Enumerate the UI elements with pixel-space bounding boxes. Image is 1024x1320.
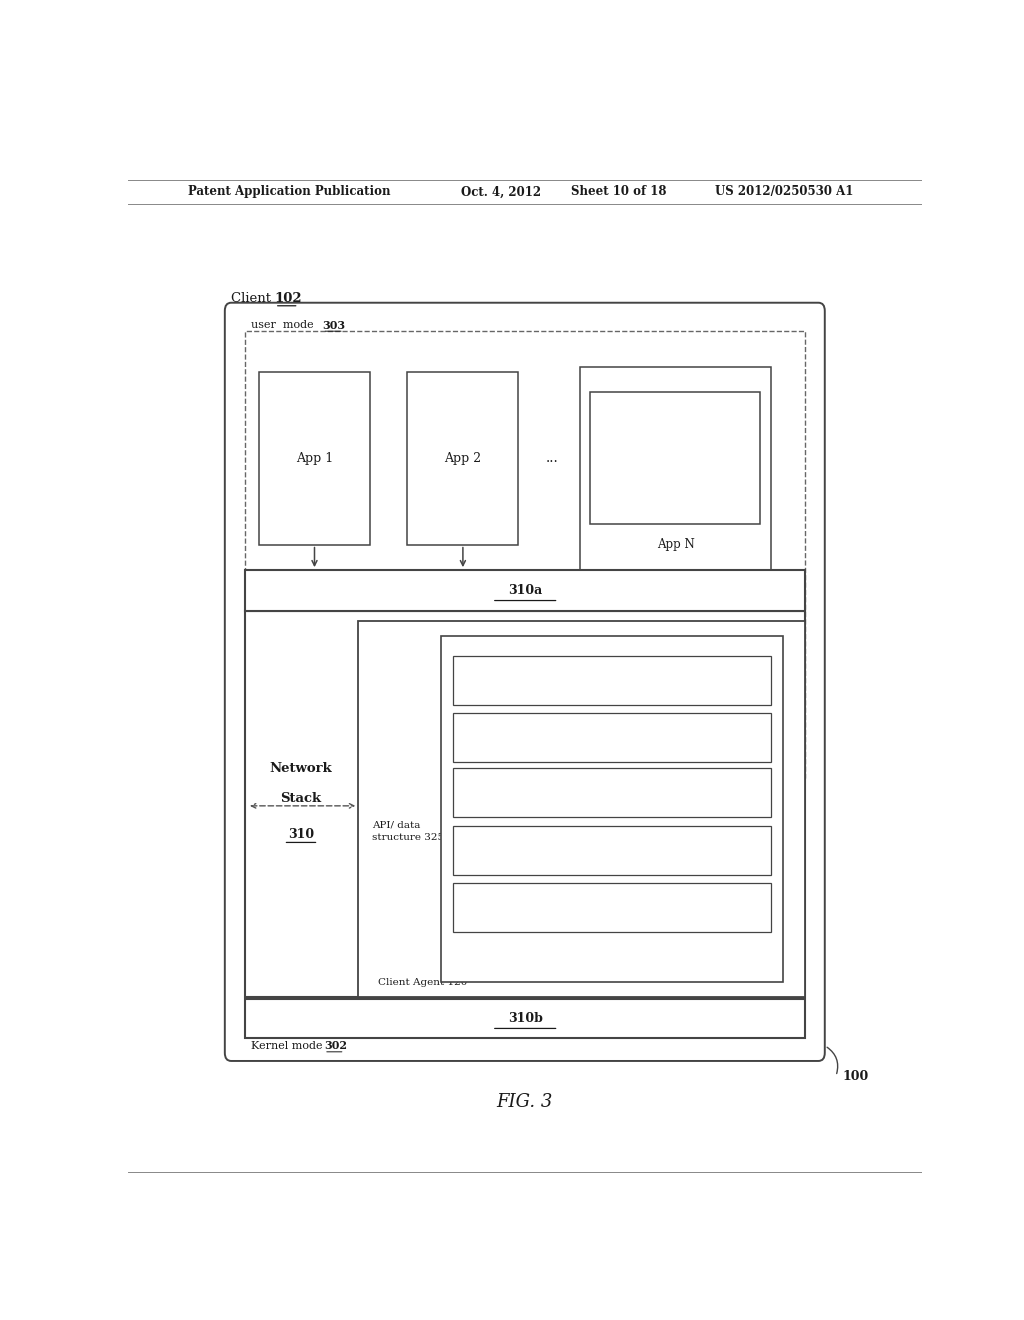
Text: 302: 302 bbox=[324, 1040, 347, 1051]
Text: Program: Program bbox=[683, 429, 732, 440]
Text: Oct. 4, 2012: Oct. 4, 2012 bbox=[461, 185, 542, 198]
Text: FIG. 3: FIG. 3 bbox=[497, 1093, 553, 1110]
Text: App N: App N bbox=[656, 539, 694, 552]
Text: Streaming Client: Streaming Client bbox=[568, 725, 655, 734]
FancyBboxPatch shape bbox=[581, 367, 771, 570]
Text: 303: 303 bbox=[323, 319, 345, 330]
Text: 310a: 310a bbox=[508, 583, 543, 597]
Text: 350: 350 bbox=[601, 911, 623, 920]
Text: 304: 304 bbox=[601, 796, 623, 805]
Text: 310b: 310b bbox=[508, 1011, 543, 1024]
Text: Collection Agent: Collection Agent bbox=[569, 780, 654, 789]
FancyBboxPatch shape bbox=[454, 883, 771, 932]
FancyBboxPatch shape bbox=[408, 372, 518, 545]
Text: US 2012/0250530 A1: US 2012/0250530 A1 bbox=[715, 185, 854, 198]
Text: st: st bbox=[668, 421, 674, 429]
Text: Acceleration: Acceleration bbox=[580, 838, 644, 846]
FancyBboxPatch shape bbox=[454, 768, 771, 817]
Text: Kernel mode: Kernel mode bbox=[251, 1040, 326, 1051]
FancyBboxPatch shape bbox=[246, 331, 805, 779]
FancyBboxPatch shape bbox=[246, 570, 805, 611]
Text: agent/script 197: agent/script 197 bbox=[566, 685, 658, 693]
Text: 310: 310 bbox=[288, 828, 314, 841]
Text: 102: 102 bbox=[274, 292, 302, 305]
Text: Patent Application Publication: Patent Application Publication bbox=[187, 185, 390, 198]
Text: user  mode: user mode bbox=[251, 319, 317, 330]
FancyBboxPatch shape bbox=[225, 302, 824, 1061]
Text: Stack: Stack bbox=[281, 792, 322, 805]
Text: Client Agent 120: Client Agent 120 bbox=[378, 978, 467, 987]
FancyBboxPatch shape bbox=[590, 392, 761, 524]
Text: Program 302: Program 302 bbox=[575, 854, 649, 863]
Text: monitoring: monitoring bbox=[584, 668, 640, 677]
FancyBboxPatch shape bbox=[454, 656, 771, 705]
Text: 100: 100 bbox=[842, 1069, 868, 1082]
FancyBboxPatch shape bbox=[358, 620, 805, 997]
Text: 322: 322 bbox=[663, 475, 687, 488]
Text: ...: ... bbox=[546, 451, 559, 465]
FancyBboxPatch shape bbox=[246, 999, 805, 1038]
FancyBboxPatch shape bbox=[246, 611, 805, 997]
Text: Sheet 10 of 18: Sheet 10 of 18 bbox=[570, 185, 667, 198]
FancyBboxPatch shape bbox=[454, 713, 771, 762]
Text: Client: Client bbox=[231, 292, 275, 305]
FancyBboxPatch shape bbox=[441, 636, 782, 982]
Text: 306: 306 bbox=[601, 742, 623, 751]
Text: interceptor: interceptor bbox=[584, 895, 641, 904]
Text: API/ data
structure 325: API/ data structure 325 bbox=[373, 821, 444, 842]
FancyBboxPatch shape bbox=[454, 826, 771, 875]
Text: App 1: App 1 bbox=[296, 451, 333, 465]
Text: Network: Network bbox=[269, 762, 333, 775]
FancyBboxPatch shape bbox=[259, 372, 370, 545]
Text: App 2: App 2 bbox=[444, 451, 481, 465]
Text: 1: 1 bbox=[658, 429, 666, 440]
